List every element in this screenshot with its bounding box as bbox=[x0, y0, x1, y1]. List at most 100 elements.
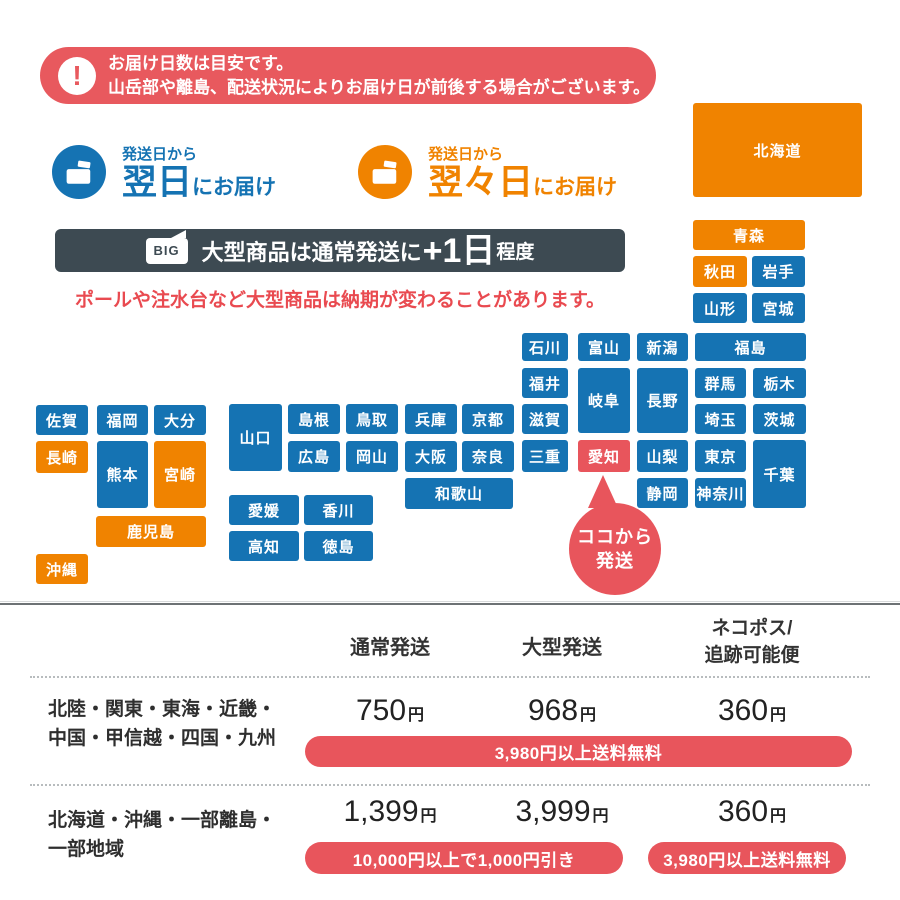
parcel-icon-blue bbox=[52, 145, 106, 199]
prefecture-block: 埼玉 bbox=[695, 404, 746, 434]
prefecture-block: 高知 bbox=[229, 531, 299, 561]
prefecture-block: 三重 bbox=[522, 440, 568, 472]
notice-line1: お届け日数は目安です。 bbox=[108, 53, 294, 73]
prefecture-block: 山梨 bbox=[637, 440, 688, 472]
price-nekopos-row1: 360 円 bbox=[717, 694, 787, 727]
discount-badge-row2: 10,000円以上で1,000円引き bbox=[305, 842, 623, 874]
prefecture-block: 鳥取 bbox=[346, 404, 398, 434]
prefecture-block: 大分 bbox=[154, 405, 206, 435]
prefecture-block: 宮城 bbox=[752, 293, 805, 323]
region-row2: 北海道・沖縄・一部離島・ 一部地域 bbox=[48, 806, 276, 864]
prefecture-block: 愛媛 bbox=[229, 495, 299, 525]
prefecture-block: 秋田 bbox=[693, 256, 747, 287]
ship-date-prefix: 発送日から bbox=[428, 146, 504, 163]
prefecture-block: 宮崎 bbox=[154, 441, 206, 508]
prefecture-block: 奈良 bbox=[462, 441, 514, 472]
prefecture-block: 佐賀 bbox=[36, 405, 88, 435]
region-row1-line2: 中国・甲信越・四国・九州 bbox=[48, 728, 277, 749]
notice-banner: ! お届け日数は目安です。 山岳部や離島、配送状況によりお届け日が前後する場合が… bbox=[40, 47, 656, 104]
delivery-suffix: にお届け bbox=[192, 176, 277, 199]
prefecture-block: 青森 bbox=[693, 220, 805, 250]
prefecture-block: 沖縄 bbox=[36, 554, 88, 584]
prefecture-block: 群馬 bbox=[695, 368, 746, 398]
notice-text: お届け日数は目安です。 山岳部や離島、配送状況によりお届け日が前後する場合がござ… bbox=[108, 52, 650, 100]
parcel-glyph bbox=[372, 160, 397, 184]
region-row1: 北陸・関東・東海・近畿・ 中国・甲信越・四国・九州 bbox=[48, 695, 276, 753]
parcel-glyph bbox=[66, 160, 91, 184]
prefecture-block: 岡山 bbox=[346, 441, 398, 472]
prefecture-block: 福岡 bbox=[97, 405, 148, 435]
region-row2-line2: 一部地域 bbox=[48, 839, 125, 860]
notice-line2: 山岳部や離島、配送状況によりお届け日が前後する場合がございます。 bbox=[108, 77, 650, 97]
ship-date-prefix: 発送日から bbox=[122, 146, 198, 163]
prefecture-block: 愛知 bbox=[578, 440, 630, 472]
prefecture-block: 広島 bbox=[288, 441, 340, 472]
prefecture-block: 新潟 bbox=[637, 333, 688, 361]
prefecture-block: 岐阜 bbox=[578, 368, 630, 433]
prefecture-block: 滋賀 bbox=[522, 404, 568, 434]
prefecture-block: 石川 bbox=[522, 333, 568, 361]
prefecture-block: 熊本 bbox=[97, 441, 148, 508]
price-large-row1: 968 円 bbox=[527, 694, 597, 727]
prefecture-block: 徳島 bbox=[304, 531, 373, 561]
region-row2-line1: 北海道・沖縄・一部離島・ bbox=[48, 810, 277, 831]
table-top-border-dark bbox=[0, 603, 900, 605]
col-header-large-shipping: 大型発送 bbox=[522, 637, 602, 659]
price-normal-row1: 750 円 bbox=[355, 694, 425, 727]
prefecture-block: 山形 bbox=[693, 293, 747, 323]
big-box-icon: BIG bbox=[145, 229, 188, 264]
big-banner-suffix: 程度 bbox=[496, 242, 535, 263]
prefecture-block: 大阪 bbox=[405, 441, 457, 472]
prefecture-block: 静岡 bbox=[637, 478, 688, 508]
prefecture-block: 北海道 bbox=[693, 103, 862, 197]
col-header-nekopos-line2: 追跡可能便 bbox=[704, 645, 800, 666]
big-banner-highlight: +1日 bbox=[422, 231, 496, 270]
big-icon-label: BIG bbox=[153, 243, 180, 258]
big-item-banner: BIG 大型商品は通常発送に +1日 程度 bbox=[55, 229, 625, 272]
price-large-row2: 3,999 円 bbox=[515, 795, 609, 828]
ship-from-line1: ココから bbox=[577, 527, 653, 547]
col-header-normal-shipping: 通常発送 bbox=[350, 637, 430, 659]
region-row1-line1: 北陸・関東・東海・近畿・ bbox=[48, 699, 277, 720]
exclamation-glyph: ! bbox=[72, 59, 82, 91]
prefecture-block: 和歌山 bbox=[405, 478, 513, 509]
prefecture-block: 鹿児島 bbox=[96, 516, 206, 547]
prefecture-block: 岩手 bbox=[752, 256, 805, 287]
price-nekopos-row2: 360 円 bbox=[717, 795, 787, 828]
prefecture-block: 長野 bbox=[637, 368, 688, 433]
delivery-suffix: にお届け bbox=[533, 176, 618, 199]
free-shipping-badge-row2: 3,980円以上送料無料 bbox=[648, 842, 846, 874]
two-day-emphasis: 翌々日 bbox=[428, 163, 534, 202]
big-banner-text: 大型商品は通常発送に bbox=[201, 239, 422, 265]
prefecture-block: 山口 bbox=[229, 404, 282, 471]
dotted-separator-2 bbox=[30, 784, 870, 786]
prefecture-block: 兵庫 bbox=[405, 404, 457, 434]
prefecture-block: 福井 bbox=[522, 368, 568, 398]
prefecture-block: 京都 bbox=[462, 404, 514, 434]
prefecture-block: 島根 bbox=[288, 404, 340, 434]
ship-from-line2: 発送 bbox=[596, 551, 634, 571]
dotted-separator-1 bbox=[30, 676, 870, 678]
parcel-icon-orange bbox=[358, 145, 412, 199]
exclamation-icon: ! bbox=[58, 56, 96, 95]
free-shipping-badge-row1: 3,980円以上送料無料 bbox=[305, 736, 852, 767]
prefecture-block: 東京 bbox=[695, 440, 746, 472]
two-day-delivery-label: 発送日から 翌々日 にお届け bbox=[428, 146, 617, 201]
col-header-nekopos: ネコポス/ 追跡可能便 bbox=[662, 615, 842, 669]
table-top-border-light bbox=[0, 601, 900, 602]
japan-map: 北海道 青森 秋田 岩手 山形 宮城 石川 富山 新潟 福島 福井 岐阜 長野 群馬 栃木 滋賀 埼玉 茨城 三重愛… bbox=[36, 103, 862, 584]
col-header-nekopos-line1: ネコポス/ bbox=[711, 618, 793, 639]
prefecture-block: 茨城 bbox=[753, 404, 806, 434]
prefecture-block: 千葉 bbox=[753, 440, 806, 508]
prefecture-block: 長崎 bbox=[36, 441, 88, 473]
next-day-delivery-label: 発送日から 翌日 にお届け bbox=[122, 146, 276, 201]
ship-from-bubble: ココから 発送 bbox=[569, 503, 661, 595]
prefecture-block: 香川 bbox=[304, 495, 373, 525]
next-day-emphasis: 翌日 bbox=[122, 163, 193, 202]
prefecture-block: 神奈川 bbox=[695, 478, 746, 508]
prefecture-block: 栃木 bbox=[753, 368, 806, 398]
prefecture-block: 福島 bbox=[695, 333, 806, 361]
large-item-warning: ポールや注水台など大型商品は納期が変わることがあります。 bbox=[74, 290, 606, 311]
bubble-tail bbox=[588, 475, 618, 508]
